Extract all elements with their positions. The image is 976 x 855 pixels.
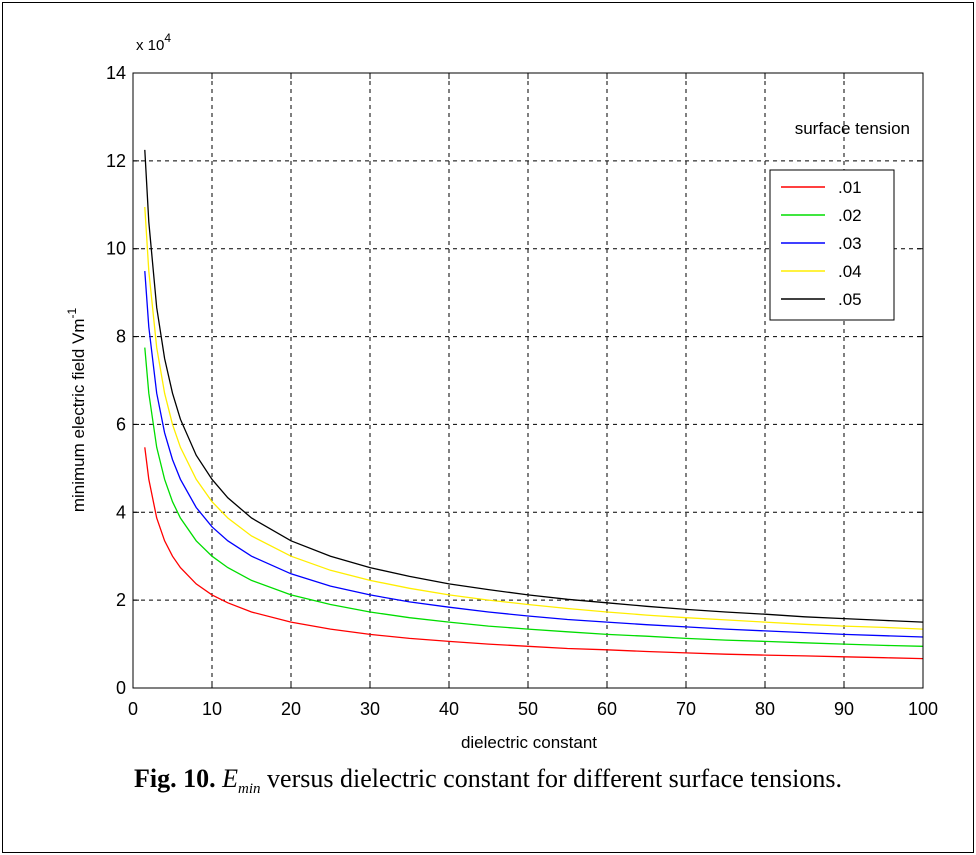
x-tick-label: 100 [908, 699, 938, 719]
x-tick-label: 0 [128, 699, 138, 719]
legend-label-01: .01 [838, 178, 862, 197]
legend: .01 .02 .03 .04 .05 [769, 169, 895, 321]
figure-caption: Fig. 10. Emin versus dielectric constant… [0, 764, 976, 798]
legend-box [769, 169, 895, 321]
x-tick-label: 30 [360, 699, 380, 719]
x-tick-label: 60 [597, 699, 617, 719]
x-tick-label: 40 [439, 699, 459, 719]
x-tick-label: 20 [281, 699, 301, 719]
caption-fig-label: Fig. 10. [134, 764, 216, 793]
series-line-01 [144, 447, 924, 660]
x-tick-label: 80 [755, 699, 775, 719]
y-axis-ticks: 0 2 4 6 8 10 12 14 [106, 63, 923, 698]
series-line-04 [144, 206, 924, 630]
x-axis-ticks: 0 10 20 30 40 50 60 70 80 90 100 [128, 73, 938, 719]
y-exponent-label: x 104 [136, 31, 171, 54]
y-tick-label: 2 [116, 590, 126, 610]
legend-label-02: .02 [838, 206, 862, 225]
x-axis-label: dielectric constant [461, 733, 597, 752]
legend-label-04: .04 [838, 262, 862, 281]
y-tick-label: 8 [116, 327, 126, 347]
y-tick-label: 14 [106, 63, 126, 83]
caption-e-symbol: Emin [222, 764, 261, 798]
y-axis-label-superscript: -1 [65, 308, 79, 319]
x-tick-label: 50 [518, 699, 538, 719]
y-tick-label: 6 [116, 414, 126, 434]
series-lines [144, 149, 924, 660]
x-tick-label: 90 [834, 699, 854, 719]
series-line-02 [144, 347, 924, 647]
legend-label-05: .05 [838, 290, 862, 309]
caption-e-subscript: min [238, 781, 261, 798]
x-tick-label: 10 [202, 699, 222, 719]
y-tick-label: 0 [116, 678, 126, 698]
x-tick-label: 70 [676, 699, 696, 719]
y-axis-label: minimum electric field Vm-1 [65, 308, 88, 513]
y-tick-label: 12 [106, 151, 126, 171]
y-tick-label: 10 [106, 239, 126, 259]
y-tick-label: 4 [116, 502, 126, 522]
series-line-03 [144, 271, 924, 638]
y-exponent-power: 4 [164, 31, 171, 45]
line-chart: 0 10 20 30 40 50 60 70 80 90 100 0 2 4 6 8 10 12 14 x 104… [65, 31, 938, 752]
series-line-05 [144, 149, 924, 623]
legend-label-03: .03 [838, 234, 862, 253]
legend-title: surface tension [795, 119, 910, 138]
caption-text: versus dielectric constant for different… [260, 764, 842, 793]
